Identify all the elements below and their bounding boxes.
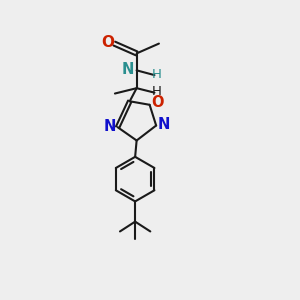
Text: H: H (152, 85, 162, 98)
Text: O: O (101, 35, 114, 50)
Text: N: N (122, 62, 134, 77)
Text: O: O (151, 95, 163, 110)
Text: H: H (152, 68, 162, 81)
Text: N: N (158, 117, 170, 132)
Text: N: N (104, 119, 116, 134)
